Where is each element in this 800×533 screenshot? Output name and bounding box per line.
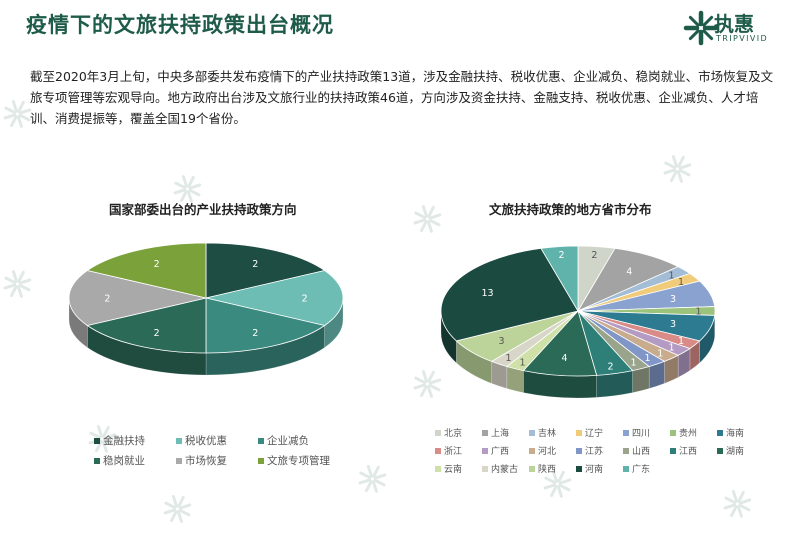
legend-swatch-四川 xyxy=(623,430,629,436)
pie-chart-ministry: 2 2 2 2 2 2 xyxy=(68,242,344,376)
legend-swatch-内蒙古 xyxy=(482,466,488,472)
pie-data-label-企业减负: 2 xyxy=(252,328,258,339)
pie-data-label-山西: 1 xyxy=(630,357,636,368)
legend-swatch-吉林 xyxy=(529,430,535,436)
pie-data-label-稳岗就业: 2 xyxy=(154,328,160,339)
brand-logo-text: 执惠 xyxy=(714,12,754,36)
legend-swatch-山西 xyxy=(623,448,629,454)
legend-label-广东: 广东 xyxy=(632,463,650,475)
legend-label-内蒙古: 内蒙古 xyxy=(491,463,518,475)
legend-label-河南: 河南 xyxy=(585,463,603,475)
pie-data-label-云南: 1 xyxy=(520,357,526,368)
legend-swatch-江西 xyxy=(670,448,676,454)
legend-label-上海: 上海 xyxy=(491,427,509,439)
legend-label-海南: 海南 xyxy=(726,427,744,439)
pie-data-label-上海: 4 xyxy=(626,267,632,278)
legend-swatch-市场恢复 xyxy=(176,458,182,464)
pie-data-label-浙江: 1 xyxy=(678,336,684,347)
legend-swatch-湖南 xyxy=(717,448,723,454)
legend-label-湖南: 湖南 xyxy=(726,445,744,457)
legend-swatch-云南 xyxy=(435,466,441,472)
chart-title-ministry: 国家部委出台的产业扶持政策方向 xyxy=(109,202,297,217)
legend-label-市场恢复: 市场恢复 xyxy=(185,454,227,467)
pie-slice-市场恢复 xyxy=(68,270,207,326)
page-title: 疫情下的文旅扶持政策出台概况 xyxy=(26,13,334,37)
pie-data-label-北京: 2 xyxy=(591,250,597,261)
pie-slice-广东 xyxy=(540,245,579,313)
chart-title-provinces: 文旅扶持政策的地方省市分布 xyxy=(489,202,652,217)
legend-swatch-海南 xyxy=(717,430,723,436)
legend-label-山西: 山西 xyxy=(632,446,650,457)
pie-slice-企业减负 xyxy=(205,297,326,354)
brand-logo-icon xyxy=(683,10,719,46)
pie-data-label-贵州: 1 xyxy=(696,307,702,318)
pie-data-label-内蒙古: 1 xyxy=(505,353,511,364)
legend-swatch-广东 xyxy=(623,466,629,472)
pie-data-label-海南: 3 xyxy=(670,319,676,330)
legend-label-江苏: 江苏 xyxy=(585,445,603,457)
pie-slice-税收优惠 xyxy=(205,270,344,326)
legend-label-企业减负: 企业减负 xyxy=(267,434,309,447)
intro-paragraph: 截至2020年3月上旬，中央多部委共发布疫情下的产业扶持政策13道，涉及金融扶持… xyxy=(30,69,774,126)
pie-data-label-河南: 13 xyxy=(481,288,493,299)
pie-data-label-文旅专项管理: 2 xyxy=(154,259,160,270)
legend-swatch-河南 xyxy=(576,466,582,472)
legend-label-云南: 云南 xyxy=(444,463,462,475)
legend-label-文旅专项管理: 文旅专项管理 xyxy=(267,454,330,467)
pie-data-label-江西: 2 xyxy=(608,362,614,373)
pie-data-label-金融扶持: 2 xyxy=(252,259,258,270)
pie-data-label-税收优惠: 2 xyxy=(302,294,308,305)
pie-slice-金融扶持 xyxy=(205,242,326,299)
legend-swatch-企业减负 xyxy=(258,438,264,444)
legend-label-辽宁: 辽宁 xyxy=(585,427,603,439)
pie-data-label-陕西: 3 xyxy=(498,336,504,347)
pie-slice-稳岗就业 xyxy=(86,297,207,354)
legend-swatch-文旅专项管理 xyxy=(258,458,264,464)
legend-label-稳岗就业: 稳岗就业 xyxy=(103,454,145,467)
legend-swatch-江苏 xyxy=(576,448,582,454)
pie-data-label-湖南: 4 xyxy=(562,353,568,364)
legend-label-金融扶持: 金融扶持 xyxy=(103,434,145,447)
legend-label-四川: 四川 xyxy=(632,429,650,439)
legend-label-贵州: 贵州 xyxy=(679,427,697,439)
legend-swatch-辽宁 xyxy=(576,430,582,436)
pie-data-label-广西: 1 xyxy=(668,343,674,354)
legend-swatch-税收优惠 xyxy=(176,438,182,444)
pie-slice-文旅专项管理 xyxy=(86,242,207,299)
legend-swatch-北京 xyxy=(435,430,441,436)
legend-swatch-陕西 xyxy=(529,466,535,472)
legend-label-浙江: 浙江 xyxy=(444,445,462,457)
pie-slice-河南 xyxy=(440,247,579,342)
legend-label-陕西: 陕西 xyxy=(538,463,556,475)
legend-label-北京: 北京 xyxy=(444,427,462,439)
legend-swatch-金融扶持 xyxy=(94,438,100,444)
legend-label-河北: 河北 xyxy=(538,445,556,457)
brand-logo-subtitle: TRIPVIVID xyxy=(716,34,769,43)
legend-label-税收优惠: 税收优惠 xyxy=(185,434,227,447)
pie-data-label-广东: 2 xyxy=(559,250,565,261)
legend-swatch-稳岗就业 xyxy=(94,458,100,464)
pie-data-label-江苏: 1 xyxy=(645,353,651,364)
pie-data-label-吉林: 1 xyxy=(668,270,674,281)
legend-label-广西: 广西 xyxy=(491,445,509,457)
legend-swatch-河北 xyxy=(529,448,535,454)
pie-data-label-四川: 3 xyxy=(670,294,676,305)
pie-data-label-市场恢复: 2 xyxy=(104,294,110,305)
legend-swatch-广西 xyxy=(482,448,488,454)
legend-swatch-上海 xyxy=(482,430,488,436)
legend-label-江西: 江西 xyxy=(679,446,697,457)
pie-data-label-河北: 1 xyxy=(657,348,663,359)
legend-swatch-贵州 xyxy=(670,430,676,436)
pie-data-label-辽宁: 1 xyxy=(678,277,684,288)
legend-label-吉林: 吉林 xyxy=(538,427,556,439)
legend-swatch-浙江 xyxy=(435,448,441,454)
